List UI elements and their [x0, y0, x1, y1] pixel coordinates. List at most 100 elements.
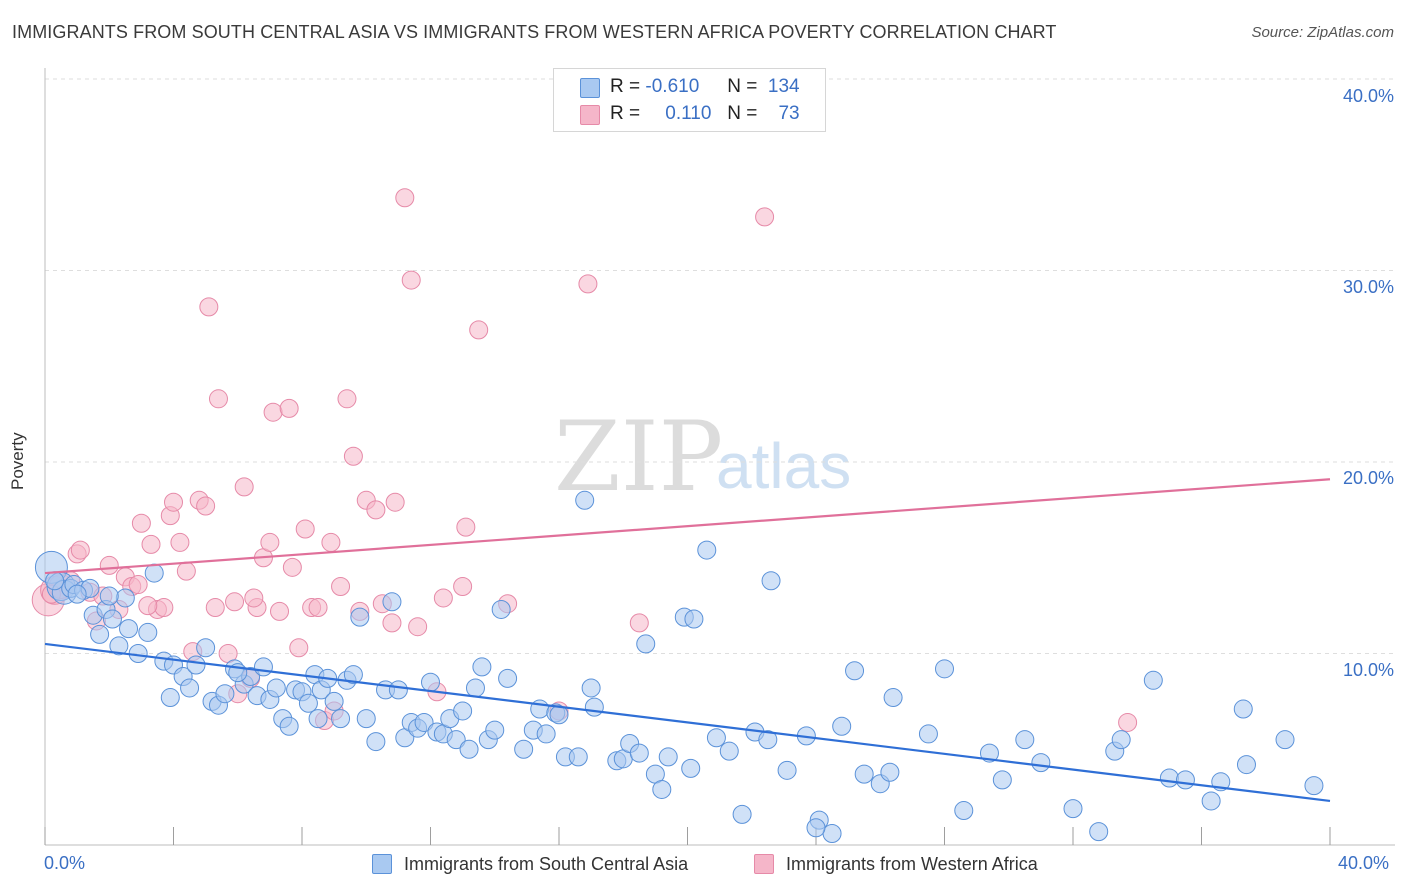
data-point [279, 398, 299, 418]
data-point [321, 532, 341, 552]
data-point [176, 561, 196, 581]
trend-line-south-central-asia [44, 642, 1331, 803]
data-point [199, 297, 219, 317]
data-point [1089, 822, 1109, 842]
data-point [584, 697, 604, 717]
data-point [472, 657, 492, 677]
legend-label: Immigrants from Western Africa [786, 853, 1038, 874]
data-point [498, 668, 518, 688]
data-point [845, 661, 865, 681]
data-point [883, 688, 903, 708]
data-point [99, 586, 119, 606]
chart-title: IMMIGRANTS FROM SOUTH CENTRAL ASIA VS IM… [12, 22, 1057, 42]
data-point [832, 716, 852, 736]
data-point [356, 709, 376, 729]
data-point [388, 680, 408, 700]
data-point [343, 665, 363, 685]
data-point [629, 613, 649, 633]
data-point [854, 764, 874, 784]
data-point [350, 607, 370, 627]
data-point [70, 540, 90, 560]
data-point [196, 496, 216, 516]
data-point [979, 743, 999, 763]
data-point [446, 730, 466, 750]
data-point [732, 804, 752, 824]
data-point [536, 724, 556, 744]
data-point [1143, 670, 1163, 690]
x-tick-label: 40.0% [1338, 853, 1390, 873]
data-point [469, 320, 489, 340]
data-point [514, 739, 534, 759]
data-point [1201, 791, 1221, 811]
data-point [1031, 753, 1051, 773]
data-point [90, 624, 110, 644]
data-point [154, 598, 174, 618]
r-label: R = [610, 103, 641, 124]
r-label: R = [610, 76, 641, 97]
data-point [144, 563, 164, 583]
legend-swatch-pink [754, 854, 774, 874]
data-point [260, 532, 280, 552]
data-point [141, 534, 161, 554]
stats-legend: R = -0.610 N = 134 R = 0.110 N = 73 [553, 68, 826, 132]
data-point [568, 747, 588, 767]
data-point [382, 592, 402, 612]
south-central-asia-points [34, 490, 1324, 844]
data-point [414, 712, 434, 732]
legend-swatch-pink [580, 105, 600, 125]
data-point [491, 599, 511, 619]
data-point [196, 638, 216, 658]
data-point [337, 389, 357, 409]
data-point [109, 636, 129, 656]
r-value: 0.110 [665, 103, 712, 124]
data-point [324, 691, 344, 711]
data-point [138, 622, 158, 642]
data-point [308, 598, 328, 618]
n-value: 134 [767, 76, 800, 97]
data-point [1063, 799, 1083, 819]
y-tick-label: 40.0% [1342, 86, 1394, 106]
data-point [160, 688, 180, 708]
data-point [456, 517, 476, 537]
data-point [343, 446, 363, 466]
data-point [459, 739, 479, 759]
legend-swatch-blue [580, 78, 600, 98]
data-point [408, 617, 428, 637]
data-point [295, 519, 315, 539]
data-point [298, 693, 318, 713]
data-point [115, 588, 135, 608]
axes [44, 68, 1395, 846]
data-point [279, 716, 299, 736]
data-point [761, 571, 781, 591]
data-point [1118, 712, 1138, 732]
data-point [67, 584, 87, 604]
y-tick-label: 30.0% [1342, 277, 1394, 297]
trend-lines [44, 478, 1331, 803]
data-point [366, 500, 386, 520]
data-point [263, 402, 283, 422]
data-point [433, 588, 453, 608]
source-credit[interactable]: Source: ZipAtlas.com [1251, 24, 1394, 41]
data-point [131, 513, 151, 533]
data-point [992, 770, 1012, 790]
data-point [1304, 776, 1324, 796]
data-point [385, 492, 405, 512]
data-point [954, 801, 974, 821]
data-point [755, 207, 775, 227]
data-point [453, 701, 473, 721]
data-point [1175, 770, 1195, 790]
data-point [658, 747, 678, 767]
data-point [758, 730, 778, 750]
legend-item-western-africa[interactable]: Immigrants from Western Africa [754, 852, 1038, 876]
data-point [681, 758, 701, 778]
trend-line-western-africa [44, 478, 1331, 575]
data-point [186, 655, 206, 675]
data-point [234, 477, 254, 497]
legend-item-south-central-asia[interactable]: Immigrants from South Central Asia [372, 852, 688, 876]
data-point [777, 760, 797, 780]
zipatlas-watermark: ZIP atlas [554, 401, 851, 513]
data-point [205, 598, 225, 618]
data-point [366, 732, 386, 752]
x-tick-label: 0.0% [44, 853, 86, 873]
